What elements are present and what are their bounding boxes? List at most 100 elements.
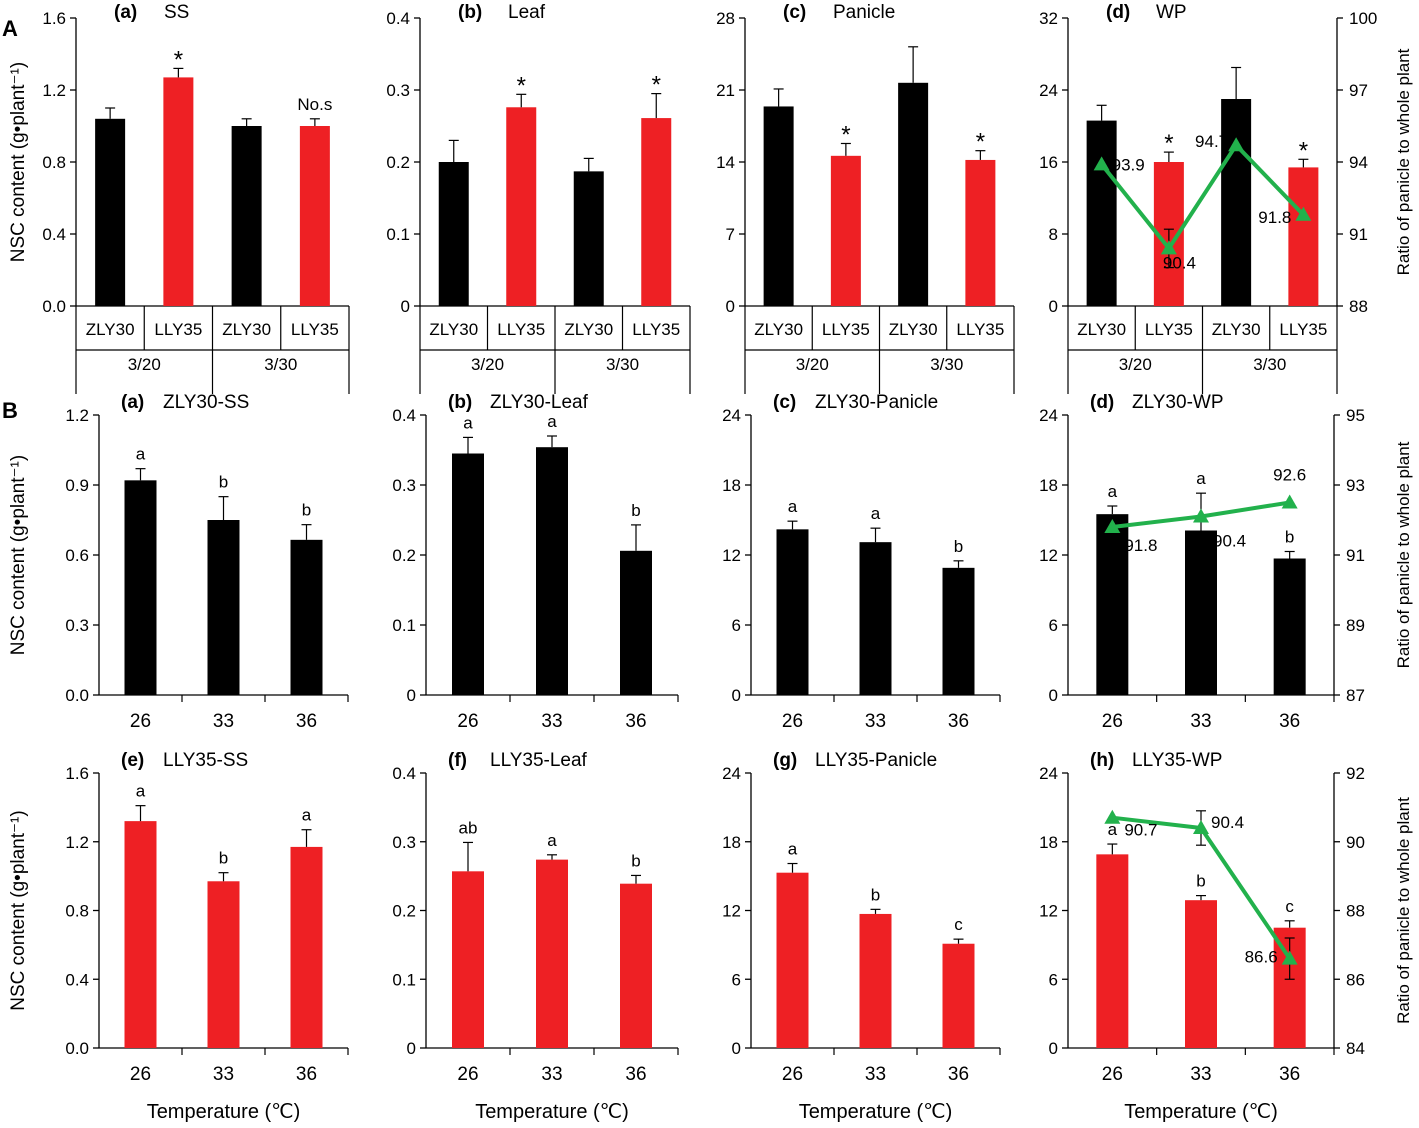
x-category-label: 33: [1190, 711, 1211, 732]
y2-tick-label: 89: [1346, 616, 1365, 635]
y2-tick-label: 93: [1346, 476, 1365, 495]
panel-title: LLY35-SS: [163, 750, 248, 771]
significance-letter: b: [631, 501, 640, 520]
chart-b-c: 0 6 12 18 24 (c) ZLY30-Panicle a a b 26 33 36: [722, 392, 1001, 732]
bar: [163, 77, 194, 307]
panel-title: Leaf: [508, 2, 546, 23]
bar: [231, 126, 262, 306]
x-group-label: 3/30: [606, 355, 639, 374]
x-category-label: LLY35: [632, 320, 680, 339]
significance-letter: a: [463, 413, 473, 432]
significance-letter: a: [547, 412, 557, 431]
x-group-label: 3/30: [930, 355, 963, 374]
x-category-label: 36: [948, 711, 969, 732]
y-tick-label: 6: [1049, 970, 1058, 989]
ratio-value-label: 90.4: [1211, 813, 1244, 832]
y-tick-label: 0.4: [386, 9, 410, 28]
chart-b-d: 0 6 12 18 24 (d) ZLY30-WP a a b 26 33 36 87 89 91 93 95 Ra…: [1039, 392, 1413, 732]
significance-letter: b: [871, 885, 880, 904]
y-tick-label: 0.0: [42, 297, 66, 316]
bar: [124, 821, 157, 1048]
panel-label: (c): [773, 392, 796, 413]
y-tick-label: 16: [1039, 153, 1058, 172]
y-tick-label: 18: [1039, 833, 1058, 852]
ratio-value-label: 94.7: [1195, 132, 1228, 151]
y2-axis-title: Ratio of panicle to whole plant: [1394, 797, 1413, 1024]
x-category-label: 26: [457, 1064, 478, 1085]
bar: [452, 871, 484, 1048]
panel-label: (d): [1090, 392, 1114, 413]
x-category-label: LLY35: [154, 320, 202, 339]
x-category-label: 36: [625, 711, 646, 732]
y-tick-label: 8: [1049, 225, 1058, 244]
chart-a-a: 0.0 0.4 0.8 1.2 1.6 NSC content (g•plant⁻¹) (a…: [8, 2, 350, 394]
x-category-label: LLY35: [291, 320, 339, 339]
y-tick-label: 7: [726, 225, 735, 244]
significance-star: *: [517, 72, 526, 99]
significance-letter: a: [1196, 469, 1206, 488]
x-category-label: 36: [296, 711, 317, 732]
panel-title: LLY35-Panicle: [815, 750, 937, 771]
y-axis-title: NSC content (g•plant⁻¹): [8, 810, 29, 1010]
x-category-label: ZLY30: [222, 320, 271, 339]
x-category-label: LLY35: [822, 320, 870, 339]
bar: [641, 118, 672, 306]
ratio-line: [1100, 143, 1305, 251]
significance-star: *: [652, 72, 661, 99]
ratio-marker: [1193, 508, 1209, 523]
panel-label: (b): [458, 2, 482, 23]
x-category-label: 26: [1102, 711, 1123, 732]
ratio-value-label: 91.8: [1258, 208, 1291, 227]
y-tick-label: 1.2: [42, 81, 66, 100]
chart-b-e: 0.0 0.4 0.8 1.2 1.6 NSC content (g•plant⁻¹) (e…: [8, 750, 349, 1123]
panel-title: ZLY30-WP: [1132, 392, 1224, 413]
y2-tick-label: 86: [1346, 970, 1365, 989]
x-category-label: LLY35: [1145, 320, 1193, 339]
y2-axis-title: Ratio of panicle to whole plant: [1394, 48, 1413, 275]
y-tick-label: 0.3: [65, 616, 89, 635]
panel-label: (f): [448, 750, 467, 771]
bar: [536, 447, 568, 695]
x-category-label: 26: [130, 1064, 151, 1085]
panel-label: (d): [1106, 2, 1130, 23]
y2-tick-label: 90: [1346, 833, 1365, 852]
ratio-value-label: 86.6: [1245, 948, 1278, 967]
x-category-label: ZLY30: [1212, 320, 1261, 339]
significance-letter: b: [631, 851, 640, 870]
ratio-marker: [1104, 519, 1121, 533]
bar: [859, 542, 892, 695]
x-category-label: ZLY30: [564, 320, 613, 339]
x-category-label: ZLY30: [86, 320, 135, 339]
y2-tick-label: 97: [1349, 81, 1368, 100]
significance-star: *: [1164, 130, 1173, 157]
x-group-label: 3/30: [1253, 355, 1286, 374]
ratio-marker: [1160, 240, 1177, 255]
bar: [620, 550, 652, 695]
bar: [763, 106, 794, 306]
y-tick-label: 0: [726, 297, 735, 316]
significance-star: *: [174, 46, 183, 73]
bar: [1096, 854, 1129, 1048]
x-category-label: 33: [541, 711, 562, 732]
x-category-label: LLY35: [1279, 320, 1327, 339]
y-tick-label: 0.2: [392, 902, 416, 921]
bar: [290, 846, 323, 1048]
y-axis-title: NSC content (g•plant⁻¹): [8, 62, 29, 262]
bar: [536, 859, 568, 1048]
significance-star: *: [841, 121, 850, 148]
x-category-label: 26: [1102, 1064, 1123, 1085]
y2-tick-label: 84: [1346, 1039, 1365, 1058]
ratio-value-label: 91.8: [1124, 536, 1157, 555]
bar: [1086, 120, 1117, 306]
x-category-label: 33: [865, 711, 886, 732]
bar: [452, 453, 484, 695]
y-tick-label: 0.6: [65, 546, 89, 565]
x-category-label: 26: [782, 711, 803, 732]
y-tick-label: 6: [732, 970, 741, 989]
chart-b-g: 0 6 12 18 24 (g) LLY35-Panicle a b c 26 33 36 Tempera…: [722, 750, 1001, 1123]
y2-tick-label: 94: [1349, 153, 1368, 172]
bar: [506, 107, 537, 306]
panel-title: Panicle: [833, 2, 895, 23]
y-tick-label: 24: [722, 406, 741, 425]
